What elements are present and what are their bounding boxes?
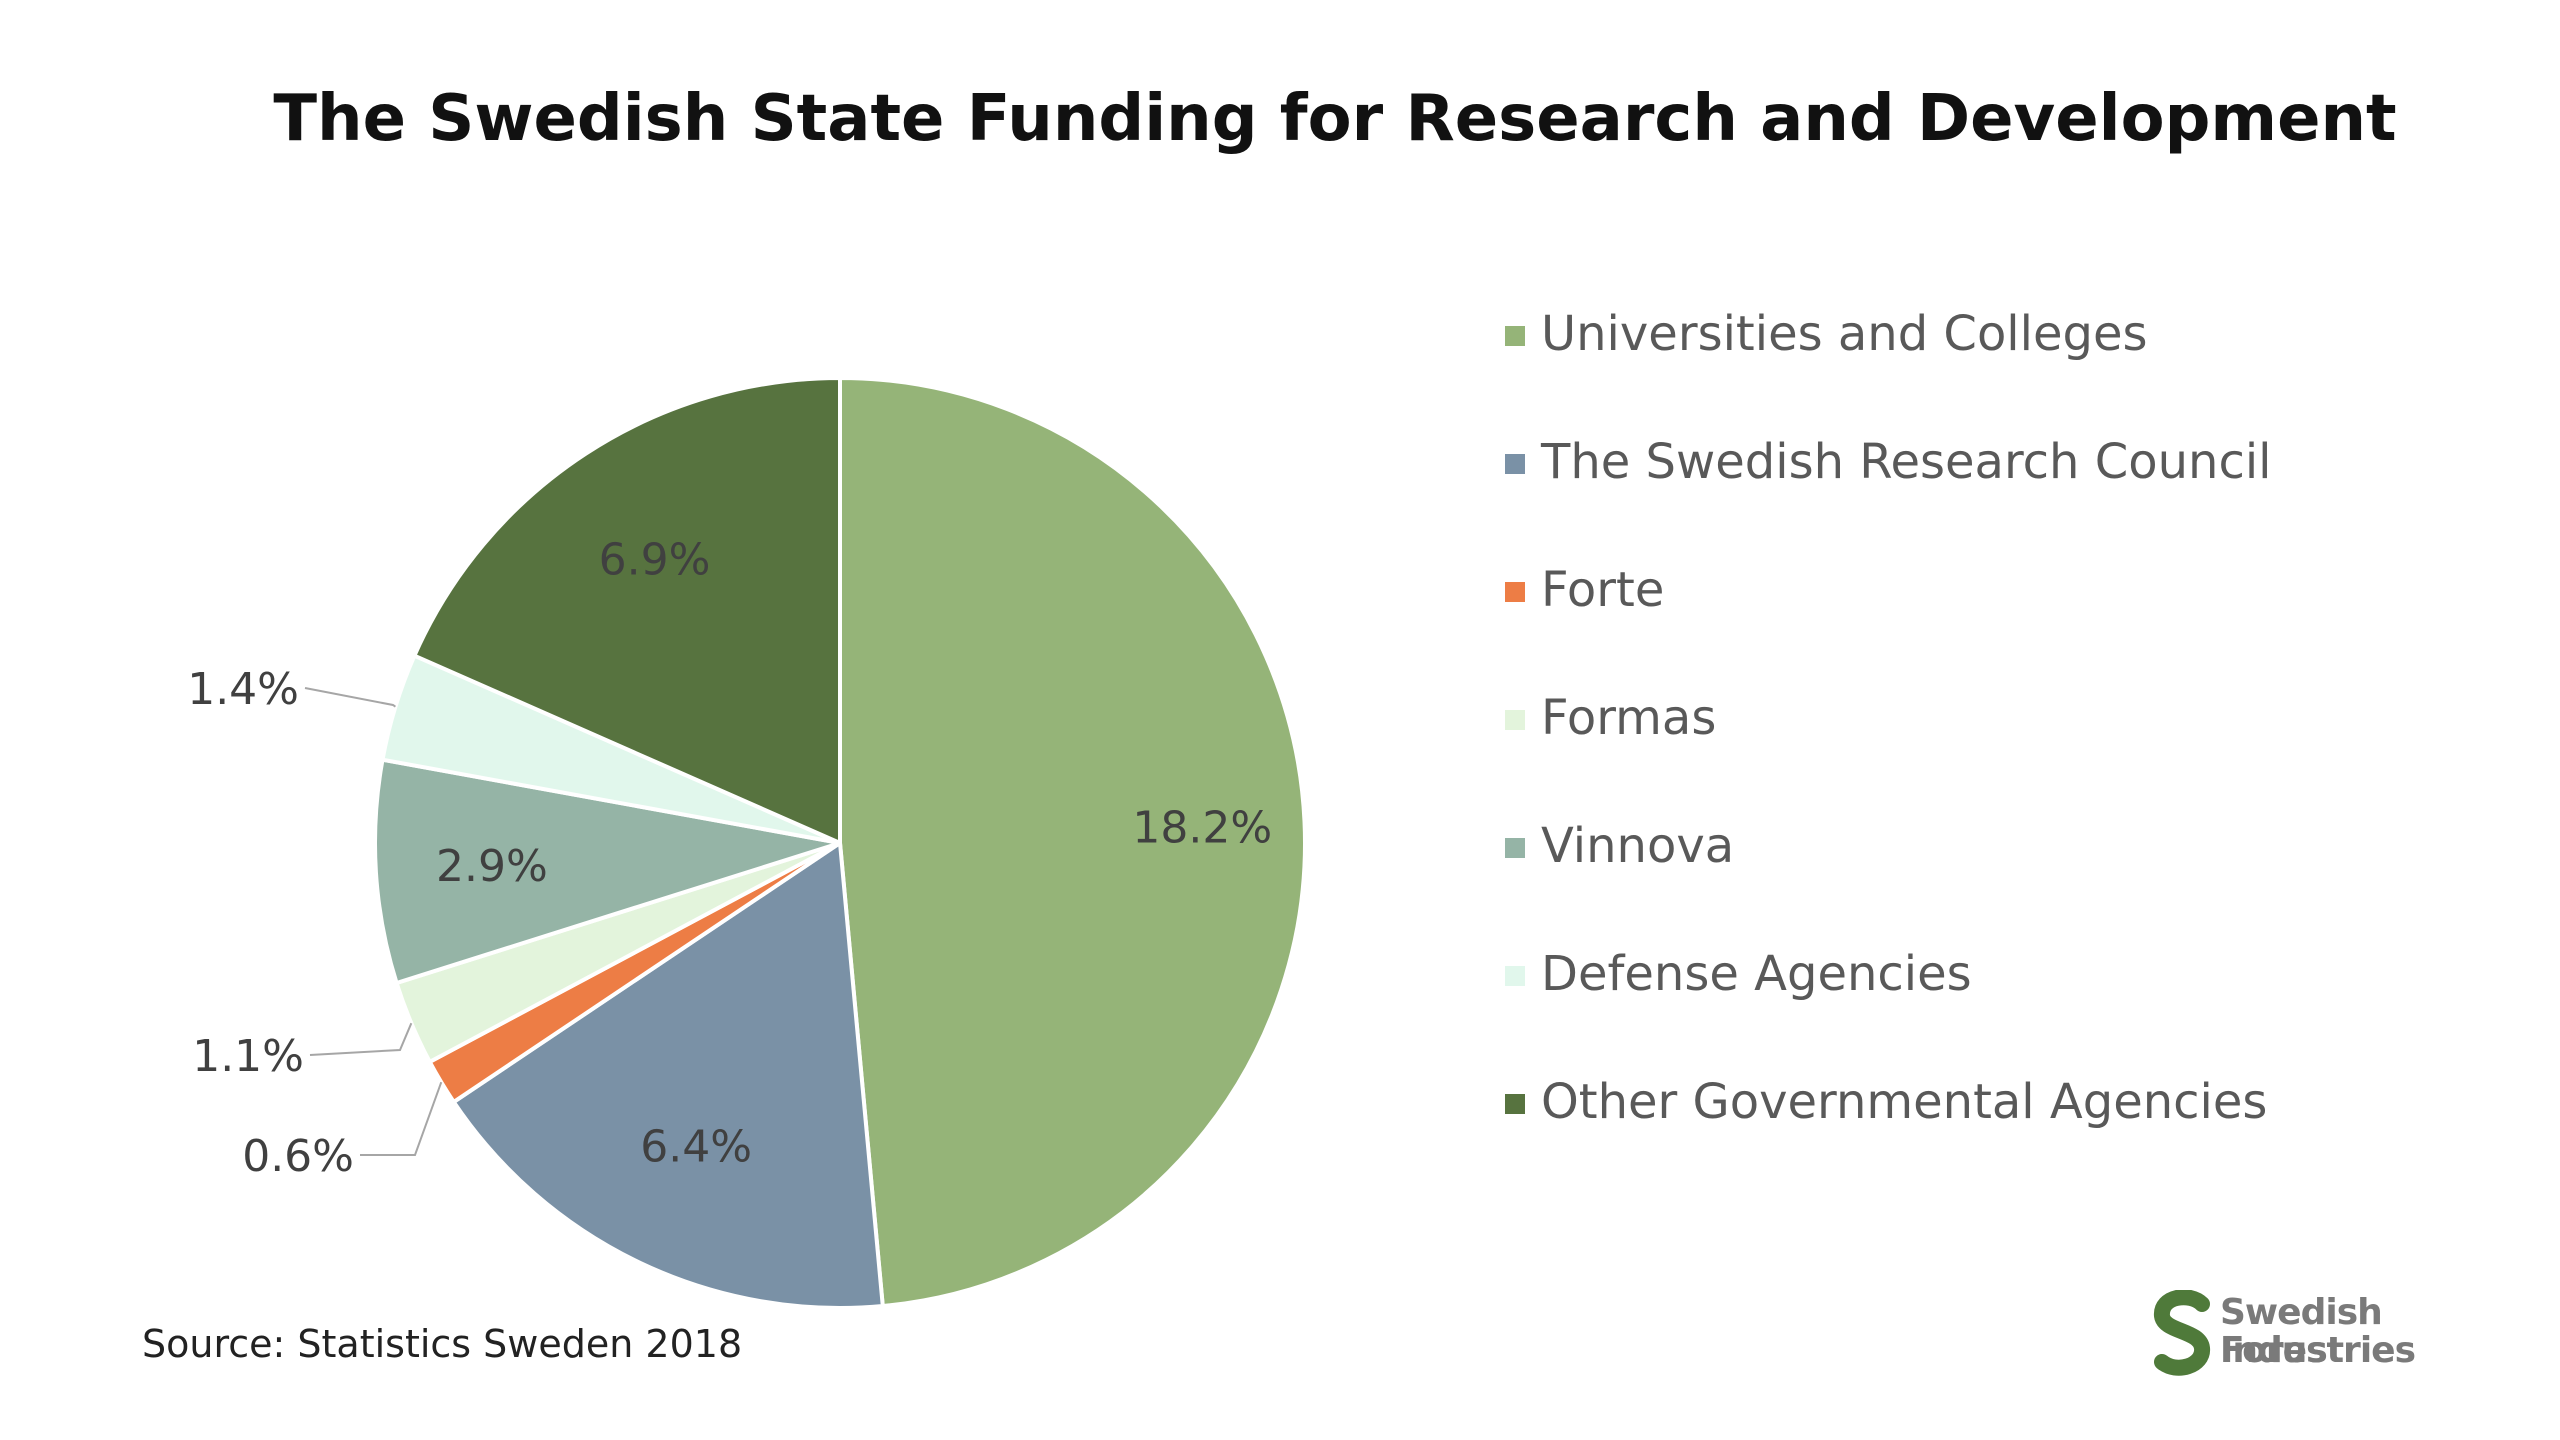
legend-swatch <box>1505 838 1525 858</box>
pie-slice-other-agencies <box>411 375 842 847</box>
data-label-formas: 1.1% <box>192 1031 304 1082</box>
legend-label: Formas <box>1541 690 1717 746</box>
legend-swatch <box>1505 326 1525 346</box>
legend-label: Forte <box>1541 562 1665 618</box>
legend-swatch <box>1505 966 1525 986</box>
pie-slice-research-council <box>450 839 885 1310</box>
data-label-research-council: 6.4% <box>640 1121 752 1172</box>
data-label-other-agencies: 6.9% <box>599 535 711 586</box>
legend-label: Defense Agencies <box>1541 946 1972 1002</box>
chart-title: The Swedish State Funding for Research a… <box>273 82 2397 156</box>
legend-swatch <box>1505 582 1525 602</box>
source-note: Source: Statistics Sweden 2018 <box>142 1322 743 1366</box>
company-logo: Swedish Forest Industries <box>2150 1290 2510 1390</box>
legend-swatch <box>1505 1094 1525 1114</box>
legend-swatch <box>1505 454 1525 474</box>
logo-s-mark-icon <box>2154 1290 2210 1376</box>
leader-line-defense <box>304 687 396 708</box>
data-label-universities: 18.2% <box>1132 802 1272 853</box>
legend-label: The Swedish Research Council <box>1541 434 2272 490</box>
data-label-forte: 0.6% <box>242 1131 354 1182</box>
pie-slice-vinnova <box>373 757 841 986</box>
data-label-vinnova: 2.9% <box>436 841 548 892</box>
legend-label: Other Governmental Agencies <box>1541 1074 2268 1130</box>
data-label-defense: 1.4% <box>187 664 299 715</box>
legend-swatch <box>1505 710 1525 730</box>
leader-line-forte <box>360 1081 443 1156</box>
logo-text-line2: Industries <box>2220 1330 2416 1371</box>
leader-line-formas <box>309 1022 413 1056</box>
legend-label: Universities and Colleges <box>1541 306 2148 362</box>
logo-text-line1: Swedish Forest <box>2220 1292 2383 1371</box>
legend-label: Vinnova <box>1541 818 1735 874</box>
pie-slice-universities <box>838 375 1308 1309</box>
